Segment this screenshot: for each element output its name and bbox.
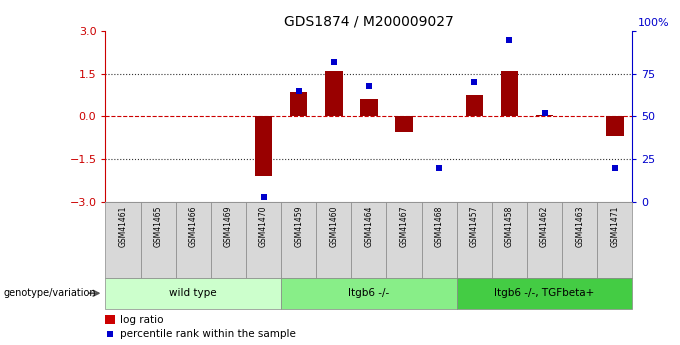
- Bar: [395, 117, 413, 132]
- Bar: [562, 202, 597, 278]
- Bar: [597, 202, 632, 278]
- Text: GSM41461: GSM41461: [118, 206, 127, 247]
- Text: Itgb6 -/-: Itgb6 -/-: [348, 288, 390, 298]
- Bar: [141, 202, 175, 278]
- Bar: [360, 99, 377, 117]
- Text: percentile rank within the sample: percentile rank within the sample: [120, 329, 296, 339]
- Bar: [352, 202, 386, 278]
- Text: GSM41463: GSM41463: [575, 206, 584, 247]
- Bar: [105, 315, 115, 324]
- Bar: [606, 117, 624, 136]
- Title: GDS1874 / M200009027: GDS1874 / M200009027: [284, 14, 454, 29]
- Bar: [527, 202, 562, 278]
- Bar: [422, 202, 457, 278]
- Text: GSM41470: GSM41470: [259, 206, 268, 247]
- Text: GSM41460: GSM41460: [329, 206, 338, 247]
- Text: GSM41457: GSM41457: [470, 206, 479, 247]
- Text: log ratio: log ratio: [120, 315, 163, 325]
- Text: GSM41465: GSM41465: [154, 206, 163, 247]
- Text: GSM41468: GSM41468: [435, 206, 443, 247]
- Bar: [211, 202, 246, 278]
- Bar: [281, 278, 457, 309]
- Bar: [290, 92, 307, 117]
- Bar: [386, 202, 422, 278]
- Text: Itgb6 -/-, TGFbeta+: Itgb6 -/-, TGFbeta+: [494, 288, 595, 298]
- Text: GSM41467: GSM41467: [400, 206, 409, 247]
- Bar: [175, 202, 211, 278]
- Bar: [325, 71, 343, 117]
- Text: genotype/variation: genotype/variation: [3, 288, 96, 298]
- Bar: [281, 202, 316, 278]
- Bar: [536, 115, 554, 117]
- Bar: [457, 202, 492, 278]
- Bar: [316, 202, 352, 278]
- Bar: [492, 202, 527, 278]
- Text: wild type: wild type: [169, 288, 217, 298]
- Text: 100%: 100%: [638, 18, 669, 28]
- Bar: [105, 278, 281, 309]
- Bar: [255, 117, 272, 176]
- Text: GSM41471: GSM41471: [611, 206, 619, 247]
- Bar: [105, 202, 141, 278]
- Text: GSM41469: GSM41469: [224, 206, 233, 247]
- Bar: [466, 95, 483, 117]
- Bar: [457, 278, 632, 309]
- Text: GSM41464: GSM41464: [364, 206, 373, 247]
- Text: GSM41462: GSM41462: [540, 206, 549, 247]
- Text: GSM41466: GSM41466: [189, 206, 198, 247]
- Text: GSM41458: GSM41458: [505, 206, 514, 247]
- Text: GSM41459: GSM41459: [294, 206, 303, 247]
- Bar: [500, 71, 518, 117]
- Bar: [246, 202, 281, 278]
